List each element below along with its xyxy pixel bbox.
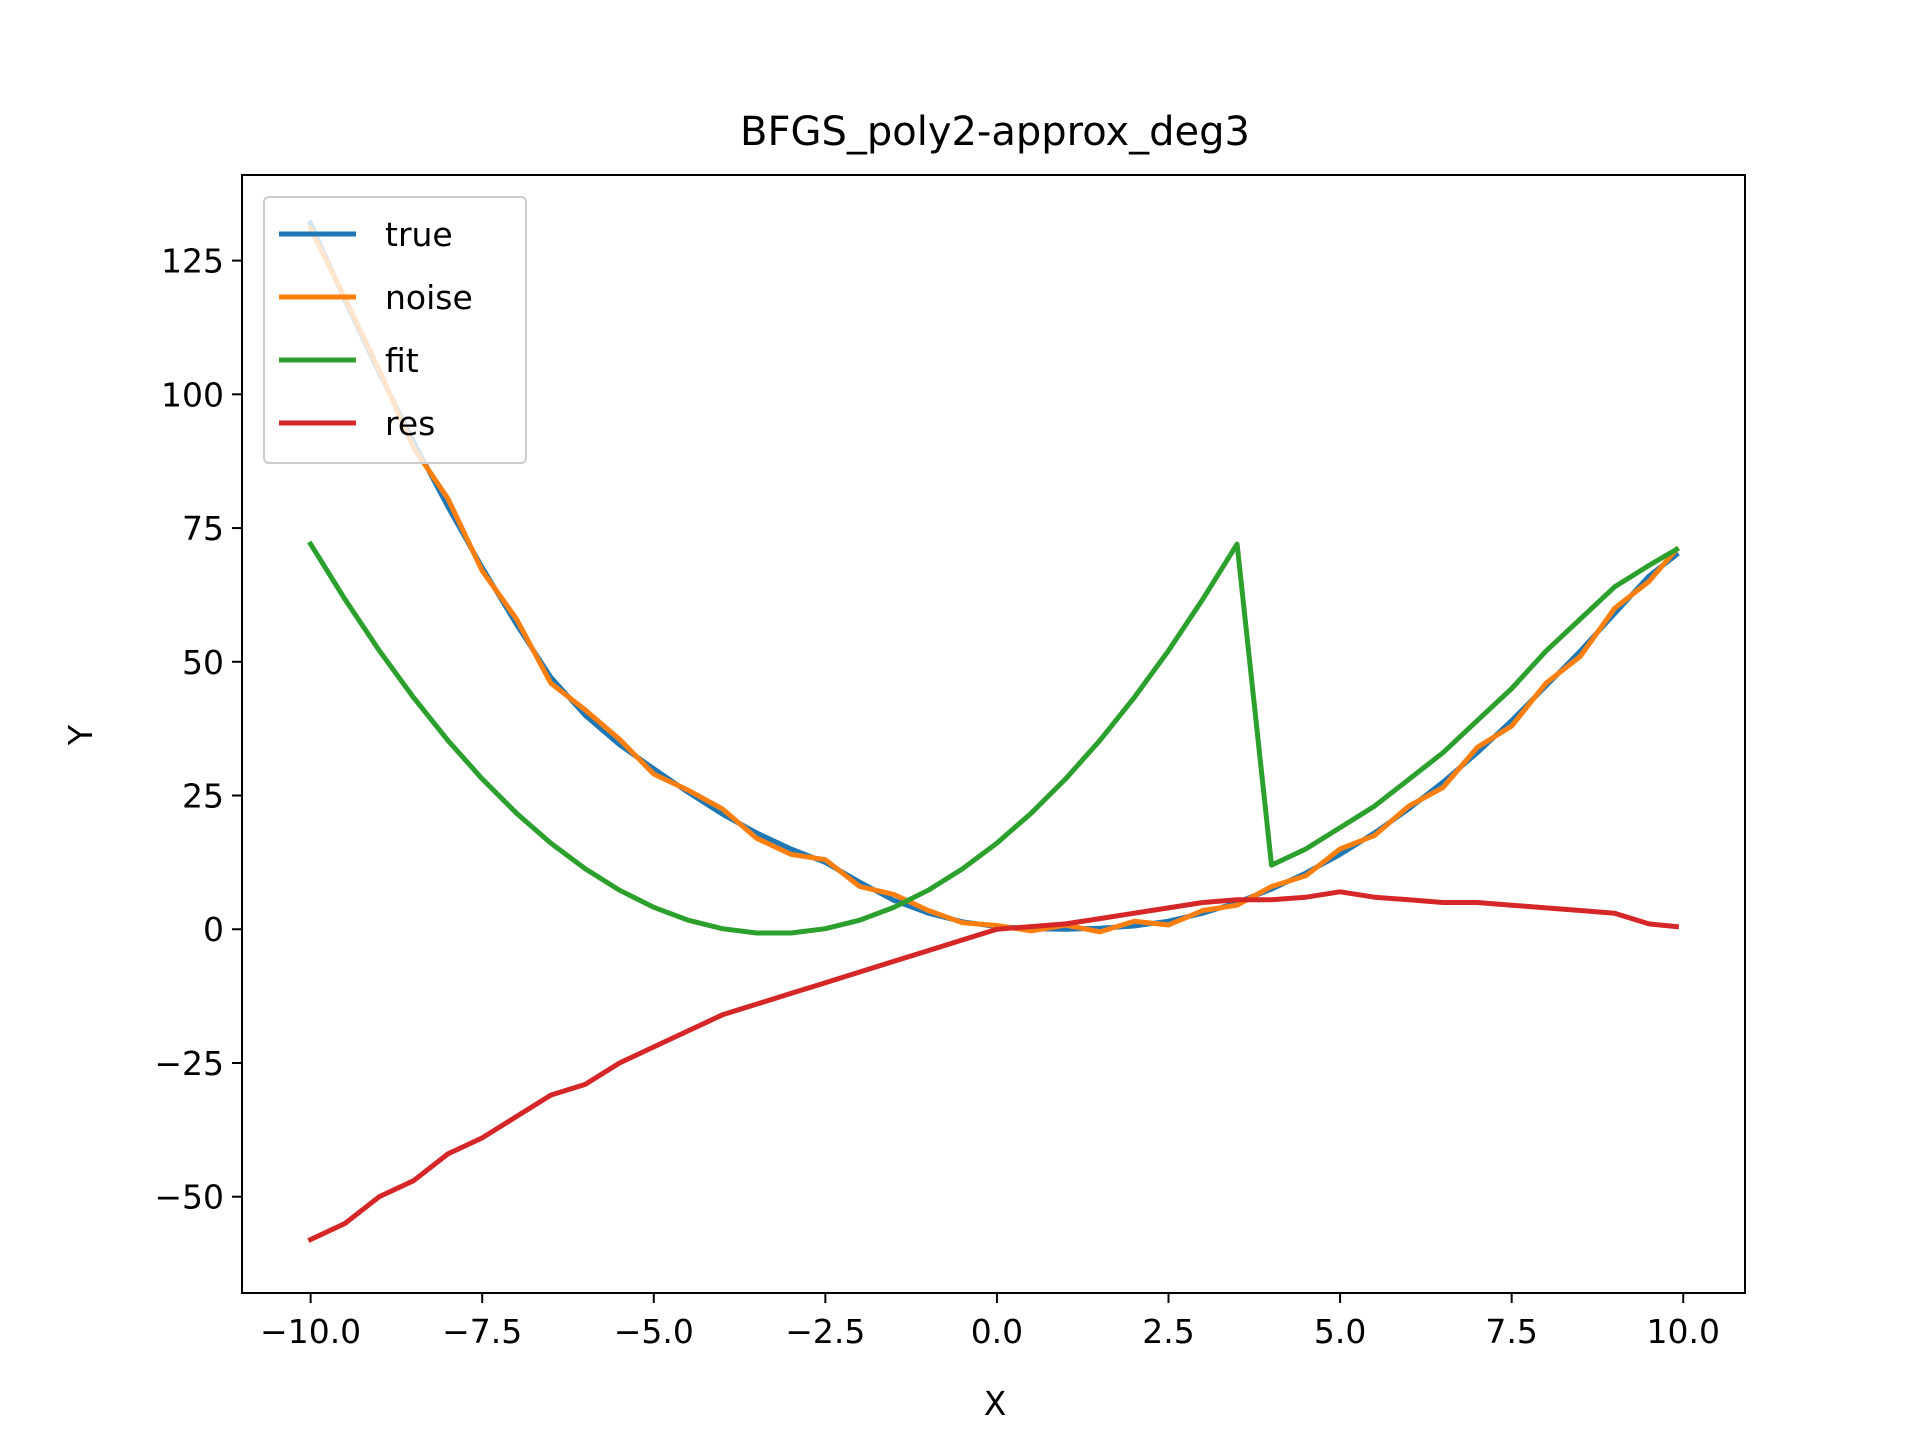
legend-label-noise: noise [385,278,473,317]
y-tick-label: 25 [182,777,224,816]
y-tick-label: −50 [154,1178,224,1217]
x-tick-label: −10.0 [260,1312,361,1351]
y-tick-label: 50 [182,643,224,682]
series-line-fit [307,540,1680,936]
legend-label-true: true [385,215,453,254]
y-tick-label: 0 [203,910,224,949]
x-tick-label: 2.5 [1142,1312,1194,1351]
x-tick-label: 5.0 [1314,1312,1366,1351]
series-line-noise [307,225,1680,935]
series-line-res [307,889,1680,1243]
x-axis: −10.0 −7.5 −5.0 −2.5 0.0 2.5 5.0 7.5 10.0 [260,1293,1720,1351]
y-tick-label: −25 [154,1044,224,1083]
legend-label-res: res [385,404,435,443]
x-axis-label: X [984,1384,1007,1423]
x-tick-label: −7.5 [442,1312,522,1351]
axes-frame [241,174,1746,1294]
plot-lines [307,219,1680,1243]
x-tick-label: 7.5 [1485,1312,1537,1351]
chart-title: BFGS_poly2-approx_deg3 [740,109,1250,155]
y-axis-label: Y [61,724,100,746]
y-tick-label: 125 [161,242,224,281]
y-tick-label: 75 [182,509,224,548]
x-tick-label: 0.0 [971,1312,1023,1351]
y-axis: −50 −25 0 25 50 75 100 125 [154,242,242,1217]
x-tick-label: −2.5 [785,1312,865,1351]
legend-box [263,196,527,464]
legend: true noise fit res [263,196,527,464]
x-tick-label: 10.0 [1646,1312,1719,1351]
y-tick-label: 100 [161,375,224,414]
legend-label-fit: fit [385,341,419,380]
x-tick-label: −5.0 [614,1312,694,1351]
